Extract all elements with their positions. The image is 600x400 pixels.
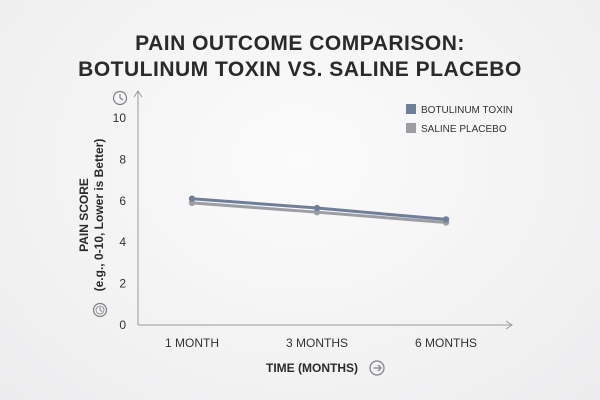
- y-tick-label: 0: [119, 318, 126, 332]
- y-tick-label: 6: [119, 194, 126, 208]
- y-tick-label: 8: [119, 152, 126, 166]
- y-axis-label: PAIN SCORE (e.g., 0-10, Lower is Better): [77, 139, 106, 292]
- clock-icon: [112, 90, 128, 106]
- y-tick-label: 2: [119, 277, 126, 291]
- chart-title-line-2: BOTULINUM TOXIN VS. SALINE PLACEBO: [78, 58, 522, 81]
- clock-icon: [92, 302, 108, 318]
- series-saline-placebo: [188, 199, 450, 226]
- series-botulinum-toxin: [188, 195, 450, 223]
- arrow-right-icon: [369, 360, 385, 376]
- x-tick-label: 3 MONTHS: [286, 336, 348, 350]
- x-axis-label: TIME (MONTHS): [266, 361, 358, 375]
- x-axis-arrow: [505, 320, 513, 330]
- axes: [133, 90, 513, 330]
- x-tick-label: 1 MONTH: [165, 336, 219, 350]
- chart-title-line-1: PAIN OUTCOME COMPARISON:: [135, 32, 465, 55]
- y-axis-arrow: [133, 90, 143, 98]
- x-tick-label: 6 MONTHS: [415, 336, 477, 350]
- series-lines: [188, 195, 450, 226]
- legend-swatch: [406, 123, 416, 133]
- data-point: [442, 216, 450, 223]
- y-tick-label: 10: [113, 111, 127, 125]
- y-tick-label: 4: [119, 235, 126, 249]
- y-axis-label-line-1: PAIN SCORE: [77, 178, 91, 252]
- legend: BOTULINUM TOXIN SALINE PLACEBO: [406, 104, 513, 135]
- y-axis-label-line-2: (e.g., 0-10, Lower is Better): [92, 139, 106, 292]
- y-tick-labels: 0 2 4 6 8 10: [113, 111, 127, 332]
- legend-swatch: [406, 104, 416, 114]
- data-point: [188, 195, 196, 202]
- x-tick-labels: 1 MONTH 3 MONTHS 6 MONTHS: [165, 336, 477, 350]
- legend-label: SALINE PLACEBO: [421, 124, 507, 135]
- data-point: [313, 204, 321, 212]
- legend-label: BOTULINUM TOXIN: [421, 105, 513, 116]
